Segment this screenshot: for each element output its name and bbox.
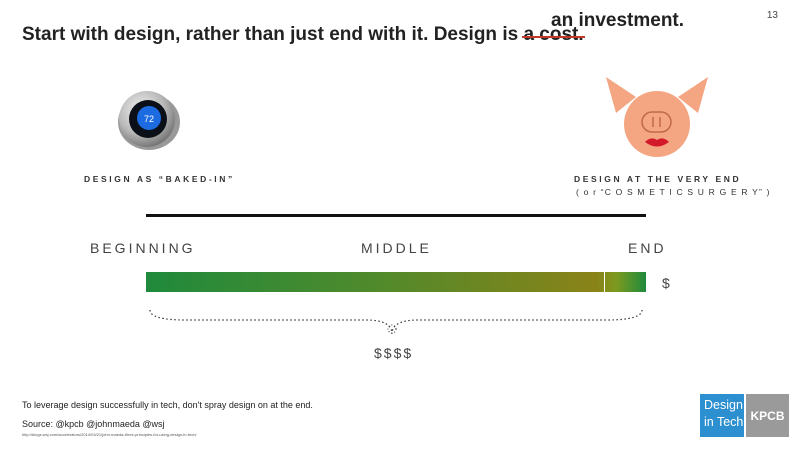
- timeline-end-marker: [604, 272, 605, 292]
- stage-middle: MIDDLE: [361, 240, 432, 256]
- source-text: Source: @kpcb @johnmaeda @wsj: [22, 419, 165, 429]
- logo-line2: in Tech: [704, 415, 744, 429]
- stage-end: END: [628, 240, 667, 256]
- takeaway-text: To leverage design successfully in tech,…: [22, 400, 313, 410]
- slide-number: 13: [766, 10, 778, 21]
- right-caption-sub: ( o r “C O S M E T I C S U R G E R Y” ): [576, 187, 771, 197]
- thermostat-icon: 72: [118, 91, 180, 150]
- dotted-brace: [149, 309, 643, 335]
- logo-line1: Design: [704, 398, 743, 412]
- title-main: Start with design, rather than just end …: [22, 24, 519, 45]
- timeline-bar: [146, 272, 646, 292]
- cost-early: $$$$: [374, 345, 414, 361]
- thermostat-reading: 72: [144, 114, 154, 124]
- pig-with-lipstick-icon: [606, 77, 708, 157]
- source-url[interactable]: http://blogs.wsj.com/accelerators/2014/0…: [22, 432, 197, 437]
- title-replacement: an investment.: [551, 10, 685, 31]
- right-caption: DESIGN AT THE VERY END: [574, 174, 742, 184]
- kpcb-label: KPCB: [750, 408, 785, 423]
- slide-title: Start with design, rather than just end …: [22, 24, 584, 46]
- left-caption: DESIGN AS “BAKED-IN”: [84, 174, 235, 184]
- design-in-tech-logo: Design in Tech: [700, 394, 744, 437]
- stage-beginning: BEGINNING: [90, 240, 196, 256]
- cost-end: $: [662, 275, 672, 291]
- divider-line: [146, 214, 646, 217]
- kpcb-logo: KPCB: [746, 394, 789, 437]
- title-struck-text: a cost.: [523, 24, 584, 45]
